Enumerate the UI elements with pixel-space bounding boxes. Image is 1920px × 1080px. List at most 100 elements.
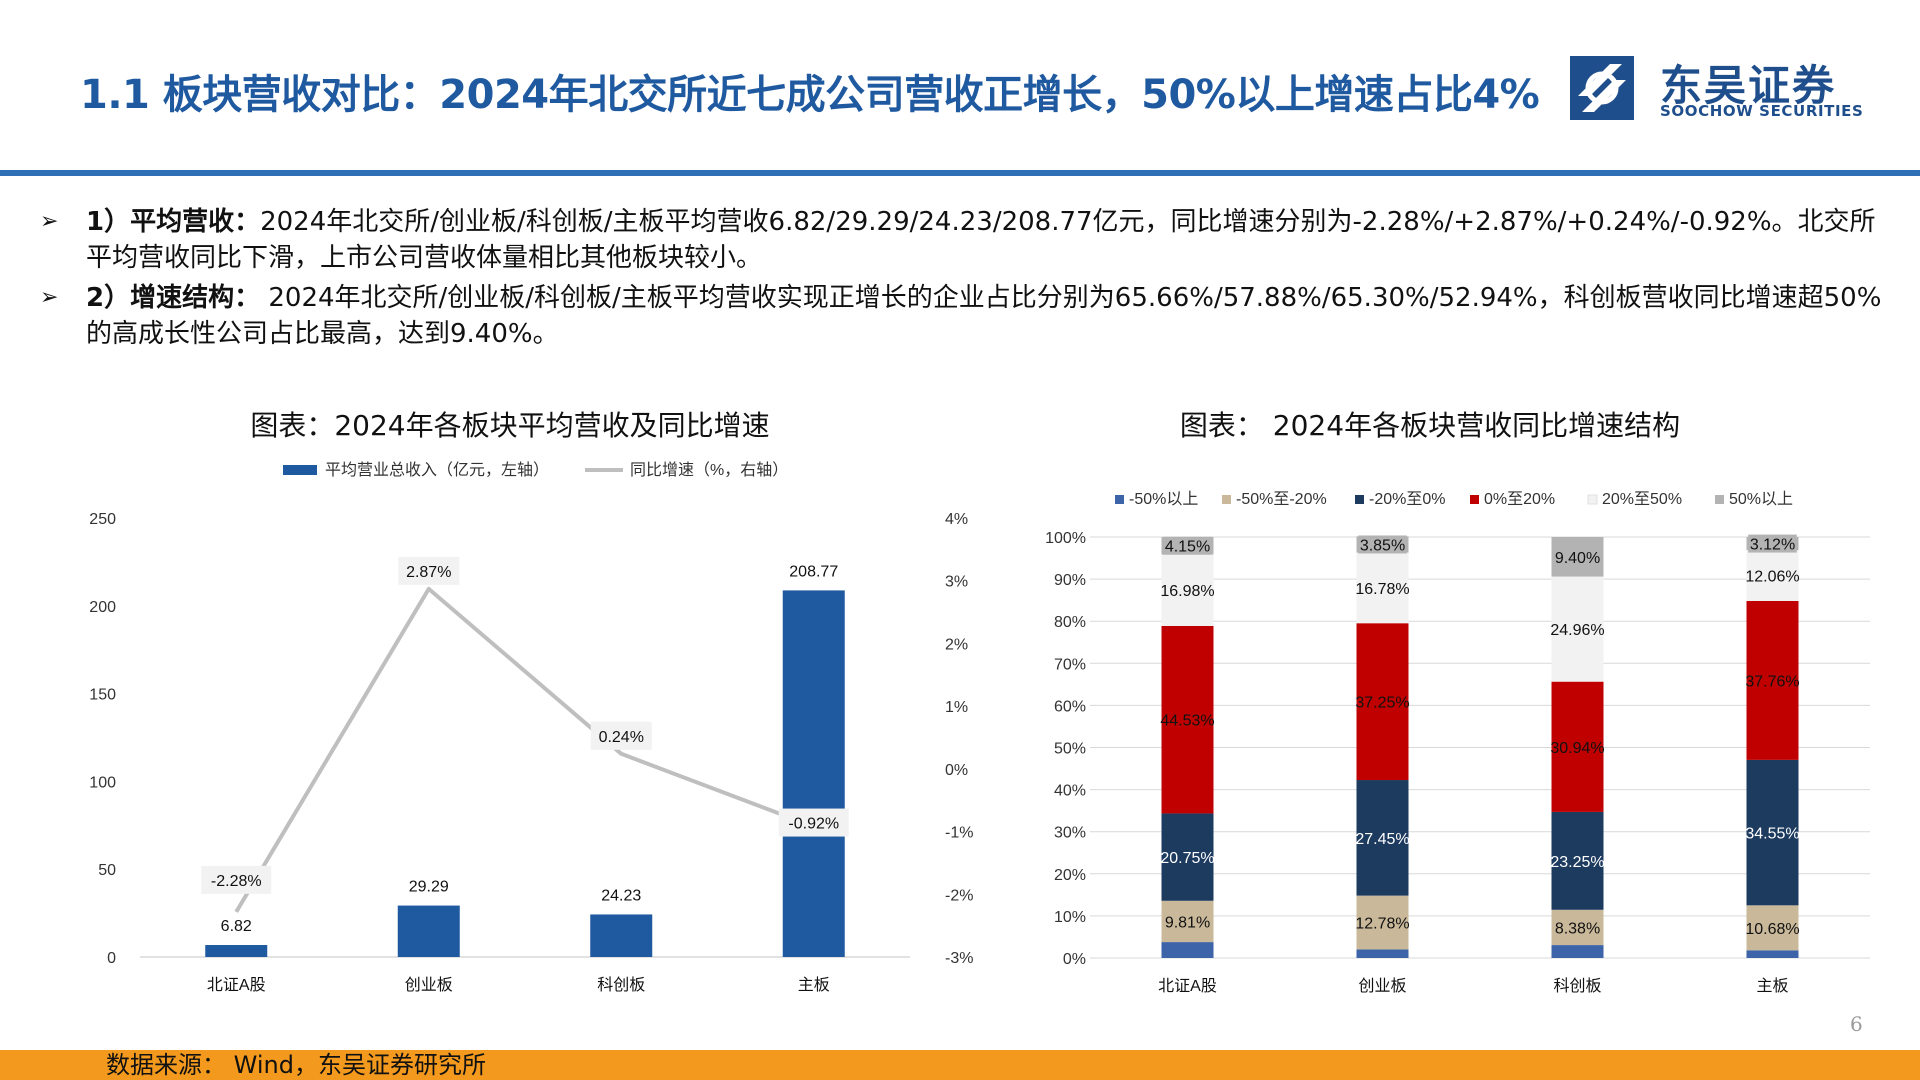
bullet-text: 2024年北交所/创业板/科创板/主板平均营收实现正增长的企业占比分别为65.6… [86,283,1882,349]
y-tick-label: 30% [1054,825,1086,842]
legend-swatch [1115,495,1124,504]
segment-label-box [1748,534,1797,553]
stack-segment [1161,625,1214,814]
stack-segment [1356,623,1409,781]
x-tick-label: 科创板 [597,976,645,994]
revenue-data-label: 6.82 [221,918,252,935]
page-title: 1.1 板块营收对比：2024年北交所近七成公司营收正增长，50%以上增速占比4… [80,72,1540,118]
y-left-tick-label: 50 [98,862,116,879]
revenue-growth-combo-chart: 平均营业总收入（亿元，左轴） 同比增速（%，右轴） 0 50 100 150 200 250 -… [89,461,973,994]
stack-segment [1161,554,1214,626]
stack-segment [1746,600,1799,760]
title-divider [0,170,1920,176]
revenue-bar [782,590,845,957]
segment-data-label: 9.40% [1555,550,1600,567]
segment-data-label: 30.94% [1550,740,1604,757]
legend-swatch [1470,495,1479,504]
legend-swatch [1222,495,1231,504]
x-tick-label: 北证A股 [1158,977,1217,995]
segment-data-label: 37.25% [1355,695,1409,712]
bullet-arrow-icon: ➢ [40,285,59,310]
segment-data-label: 20.75% [1160,850,1214,867]
segment-data-label: 23.25% [1550,854,1604,871]
y-tick-label: 100% [1045,530,1086,547]
bullet-lead: 2）增速结构： [86,283,261,313]
x-tick-label: 科创板 [1553,977,1601,995]
segment-data-label: 16.78% [1355,581,1409,598]
stack-segment [1161,813,1214,901]
segment-data-label: 37.76% [1745,673,1799,690]
segment-label-box [1163,536,1212,555]
stack-segment [1746,550,1799,601]
x-tick-label: 主板 [1756,977,1788,995]
segment-data-label: 8.38% [1555,920,1600,937]
y-left-tick-label: 150 [89,687,116,704]
y-tick-label: 40% [1054,783,1086,800]
revenue-data-label: 24.23 [601,887,641,904]
y-tick-label: 90% [1054,572,1086,589]
segment-data-label: 12.06% [1745,569,1799,586]
y-right-tick-label: -2% [945,887,973,904]
y-right-tick-label: -1% [945,825,973,842]
segment-data-label: 16.98% [1160,583,1214,600]
footer-bar [0,1050,1920,1080]
page-number: 6 [1850,1012,1863,1036]
revenue-bar [590,914,653,957]
growth-data-label: 0.24% [599,729,644,746]
stack-segment [1551,945,1604,958]
data-source-note: 数据来源： Wind，东吴证券研究所 [106,1051,486,1079]
logo-chinese-name: 东吴证券 [1660,61,1837,110]
legend-label: -20%至0% [1369,491,1445,508]
y-tick-label: 10% [1054,909,1086,926]
stack-segment [1551,681,1604,812]
stack-segment [1746,759,1799,906]
revenue-bar [397,905,460,957]
growth-data-label: 2.87% [406,564,451,581]
segment-data-label: 3.12% [1750,537,1795,554]
segment-data-label: 3.85% [1360,537,1405,554]
y-tick-label: 20% [1054,867,1086,884]
revenue-data-label: 29.29 [409,879,449,896]
y-right-tick-label: -3% [945,950,973,967]
y-tick-label: 50% [1054,741,1086,758]
segment-data-label: 24.96% [1550,622,1604,639]
y-tick-label: 80% [1054,614,1086,631]
chart1-title: 图表：2024年各板块平均营收及同比增速 [250,409,770,442]
stack-segment [1161,942,1214,958]
y-right-tick-label: 4% [945,511,968,528]
stack-segment [1551,576,1604,682]
stack-segment [1551,811,1604,910]
legend-label: 0%至20% [1484,491,1555,508]
y-tick-label: 70% [1054,656,1086,673]
y-left-tick-label: 200 [89,599,116,616]
x-tick-label: 主板 [798,976,830,994]
stack-segment [1161,900,1214,943]
x-tick-label: 创业板 [1358,977,1406,995]
legend-swatch [1355,495,1364,504]
legend-label-revenue: 平均营业总收入（亿元，左轴） [325,461,549,479]
chart2-title: 图表： 2024年各板块营收同比增速结构 [1179,409,1681,442]
growth-label-box [590,721,652,750]
segment-label-box [1553,547,1602,566]
legend-label-growth: 同比增速（%，右轴） [630,461,788,479]
legend-swatch [1715,495,1724,504]
y-right-tick-label: 3% [945,574,968,591]
segment-label-box [1358,535,1407,554]
bullet-text: 2024年北交所/创业板/科创板/主板平均营收6.82/29.29/24.23/… [86,207,1876,273]
growth-label-box [201,865,272,894]
growth-data-label: -2.28% [211,873,262,890]
legend-label: 50%以上 [1729,490,1793,508]
segment-data-label: 10.68% [1745,921,1799,938]
y-tick-label: 0% [1063,951,1086,968]
segment-data-label: 4.15% [1165,539,1210,556]
y-right-tick-label: 0% [945,762,968,779]
soochow-logo-icon [1570,56,1634,120]
growth-label-box [778,808,849,837]
soochow-logo: 东吴证券 SOOCHOW SECURITIES [1570,54,1863,124]
stack-segment [1746,950,1799,958]
bullet-lead: 1）平均营收： [86,207,261,237]
segment-data-label: 34.55% [1745,826,1799,843]
legend-swatch [1587,494,1598,505]
bullet-arrow-icon: ➢ [40,209,59,234]
stack-segment [1356,780,1409,896]
